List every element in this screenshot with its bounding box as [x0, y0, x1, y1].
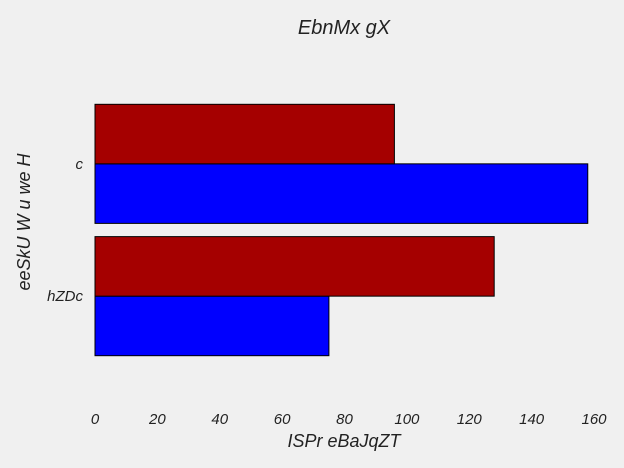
x-tick-label: 20	[148, 411, 166, 428]
bar-hZDc-series-2	[94, 236, 495, 297]
x-tick-label: 40	[211, 411, 228, 428]
y-tick-labels: c hZDc	[47, 156, 83, 305]
x-tick-labels: 0 20 40 60 80 100 120 140 160	[91, 411, 607, 428]
x-tick-label: 160	[581, 411, 607, 428]
y-tick-label: c	[76, 156, 84, 173]
bar-c-series-2	[94, 103, 395, 165]
chart-title: EbnMx gX	[298, 17, 391, 39]
x-tick-label: 140	[519, 411, 545, 428]
x-tick-label: 100	[394, 411, 420, 428]
x-tick-label: 0	[91, 411, 100, 428]
bars-group	[94, 103, 589, 357]
y-tick-label: hZDc	[47, 288, 83, 305]
bar-hZDc-series-1	[94, 295, 330, 357]
y-axis-label: eeSkU W u we H	[14, 152, 34, 290]
x-tick-label: 80	[336, 411, 353, 428]
x-axis-label: ISPr eBaJqZT	[287, 431, 402, 451]
bar-c-series-1	[94, 163, 589, 224]
x-tick-label: 120	[457, 411, 483, 428]
x-tick-label: 60	[274, 411, 291, 428]
